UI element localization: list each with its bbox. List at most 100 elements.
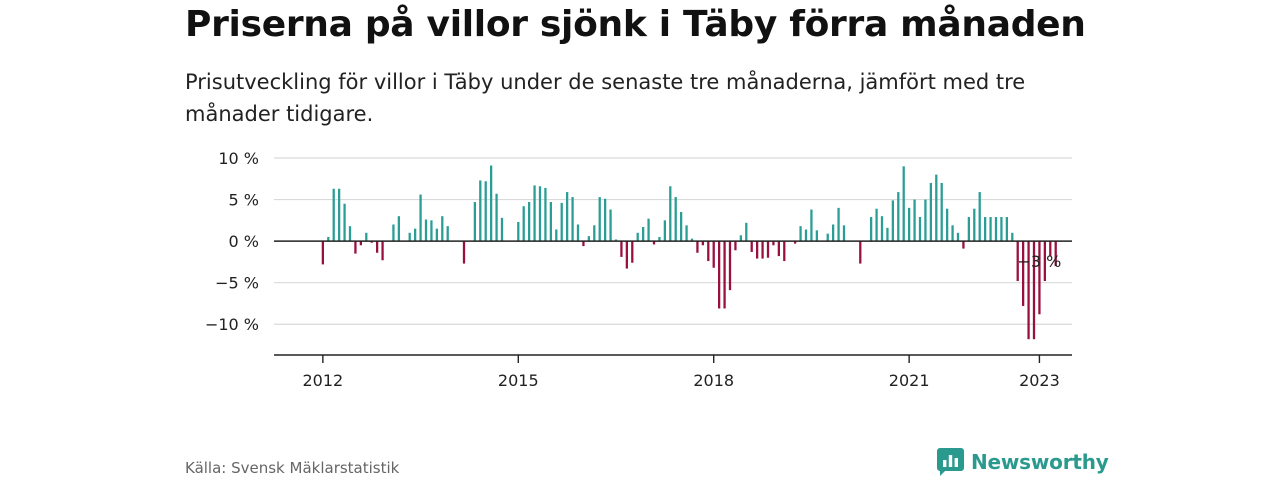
x-axis-labels: 2012 2015 2018 2021 2023 <box>302 355 1060 390</box>
bar <box>924 199 927 242</box>
bar <box>978 192 981 242</box>
bar <box>365 232 368 242</box>
annotation-label: −3 % <box>1017 252 1061 271</box>
x-tick-label: 2021 <box>889 371 930 390</box>
x-tick-label: 2018 <box>693 371 734 390</box>
bar <box>462 241 466 264</box>
bar <box>528 202 531 242</box>
bar <box>376 241 379 253</box>
bar <box>370 241 373 243</box>
bar <box>1049 241 1052 257</box>
bar <box>891 200 894 242</box>
bar <box>593 225 596 242</box>
bar <box>321 241 324 265</box>
bar <box>479 180 482 242</box>
bar <box>718 241 721 309</box>
bar <box>614 239 618 242</box>
bar-chart: 10 % 5 % 0 % −5 % −10 % 2012 2015 2018 2021 2023… <box>205 149 1072 390</box>
bar <box>576 224 580 242</box>
bar <box>343 203 346 242</box>
bar <box>685 225 688 242</box>
y-tick-label: 5 % <box>229 191 259 210</box>
bar <box>424 219 428 242</box>
bar <box>880 216 884 242</box>
bar <box>701 241 704 246</box>
bar <box>517 222 520 242</box>
bar <box>495 193 498 242</box>
bar <box>783 241 786 262</box>
bar <box>414 228 417 242</box>
bar <box>897 192 900 242</box>
bar <box>1038 241 1041 315</box>
bar <box>674 197 677 242</box>
bar <box>1027 241 1030 340</box>
bar <box>902 166 905 242</box>
bar <box>940 182 943 242</box>
bar <box>690 238 694 242</box>
bar <box>973 208 976 242</box>
bar <box>1000 217 1003 242</box>
bar <box>533 185 536 242</box>
x-tick-label: 2023 <box>1019 371 1060 390</box>
bar <box>750 241 753 252</box>
bar <box>984 217 987 242</box>
bar <box>381 241 384 261</box>
bar <box>728 241 732 291</box>
newsworthy-logo[interactable]: Newsworthy <box>937 448 1109 476</box>
bar <box>625 241 628 269</box>
bar <box>538 186 542 242</box>
bar <box>658 236 661 242</box>
bar <box>397 216 400 242</box>
bar <box>560 202 563 242</box>
bar <box>810 209 813 242</box>
bar <box>859 241 862 264</box>
bar <box>631 241 634 263</box>
newsworthy-chart-icon <box>937 448 964 476</box>
y-tick-label: 0 % <box>229 232 259 251</box>
y-axis-labels: 10 % 5 % 0 % −5 % −10 % <box>205 149 259 334</box>
bar <box>332 188 335 242</box>
bar <box>994 217 998 242</box>
bar <box>647 218 650 242</box>
axes <box>274 240 1072 356</box>
bar <box>354 241 357 254</box>
bar <box>642 226 645 242</box>
bar <box>555 229 558 242</box>
bar <box>571 197 574 242</box>
bar <box>913 199 916 242</box>
bar <box>935 174 938 242</box>
bar <box>756 241 759 259</box>
bar <box>620 241 623 257</box>
bar <box>761 241 764 259</box>
annotation: −3 % <box>1017 252 1061 271</box>
bar <box>696 241 699 253</box>
bar <box>766 241 770 258</box>
bar <box>723 241 726 309</box>
bar <box>826 233 829 242</box>
bar <box>435 228 438 242</box>
bar <box>832 224 835 242</box>
bar <box>962 241 965 249</box>
bar <box>1043 241 1046 282</box>
bar <box>1011 232 1014 242</box>
y-tick-label: 10 % <box>218 149 259 168</box>
bar <box>636 232 639 242</box>
bar <box>799 226 802 242</box>
bar <box>734 241 737 251</box>
x-tick-label: 2012 <box>302 371 343 390</box>
gridlines <box>274 157 1072 325</box>
bar <box>544 187 547 242</box>
bar <box>446 226 449 242</box>
bar <box>918 217 922 242</box>
bar <box>886 227 889 242</box>
bar <box>359 241 362 246</box>
source-note: Källa: Svensk Mäklarstatistik <box>185 459 400 477</box>
bar <box>908 207 911 242</box>
bar <box>956 232 960 242</box>
bar <box>652 241 656 245</box>
bar <box>609 209 612 242</box>
bar <box>598 197 601 242</box>
bar <box>794 241 797 244</box>
bar <box>566 192 569 242</box>
bar <box>473 202 476 242</box>
